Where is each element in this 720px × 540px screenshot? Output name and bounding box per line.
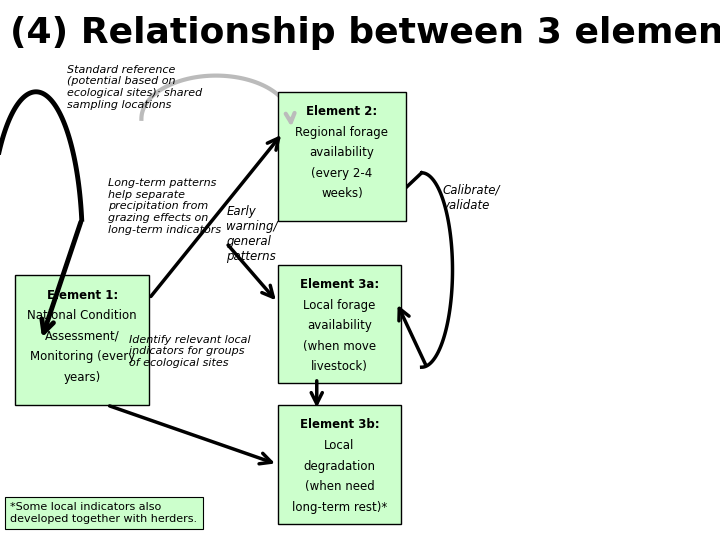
Text: Element 3b:: Element 3b: <box>300 418 379 431</box>
Text: Calibrate/
validate: Calibrate/ validate <box>442 184 500 212</box>
Text: Local: Local <box>324 439 354 452</box>
Text: (every 2-4: (every 2-4 <box>311 167 372 180</box>
Text: availability: availability <box>307 319 372 332</box>
Text: Identify relevant local
indicators for groups
of ecological sites: Identify relevant local indicators for g… <box>129 335 250 368</box>
Text: (when move: (when move <box>303 340 376 353</box>
Text: *Some local indicators also
developed together with herders.: *Some local indicators also developed to… <box>10 502 197 524</box>
Text: Monitoring (every: Monitoring (every <box>30 350 135 363</box>
Text: livestock): livestock) <box>311 360 368 373</box>
Text: Element 2:: Element 2: <box>306 105 377 118</box>
Text: years): years) <box>63 371 101 384</box>
FancyBboxPatch shape <box>278 92 406 221</box>
Text: availability: availability <box>310 146 374 159</box>
Text: (4) Relationship between 3 elements: (4) Relationship between 3 elements <box>10 16 720 50</box>
Text: Local forage: Local forage <box>303 299 376 312</box>
Text: (when need: (when need <box>305 480 374 493</box>
Text: weeks): weeks) <box>321 187 363 200</box>
Text: degradation: degradation <box>303 460 375 472</box>
FancyBboxPatch shape <box>278 265 401 383</box>
Text: Early
warning/
general
patterns: Early warning/ general patterns <box>226 205 278 263</box>
Text: Regional forage: Regional forage <box>295 126 389 139</box>
Text: Element 1:: Element 1: <box>47 289 118 302</box>
Text: Long-term patterns
help separate
precipitation from
grazing effects on
long-term: Long-term patterns help separate precipi… <box>108 178 221 234</box>
Text: Standard reference
(potential based on
ecological sites); shared
sampling locati: Standard reference (potential based on e… <box>67 65 202 110</box>
Text: National Condition: National Condition <box>27 309 137 322</box>
Text: Assessment/: Assessment/ <box>45 330 120 343</box>
Text: long-term rest)*: long-term rest)* <box>292 501 387 514</box>
FancyBboxPatch shape <box>15 275 149 405</box>
Text: Element 3a:: Element 3a: <box>300 278 379 291</box>
FancyBboxPatch shape <box>278 405 401 524</box>
